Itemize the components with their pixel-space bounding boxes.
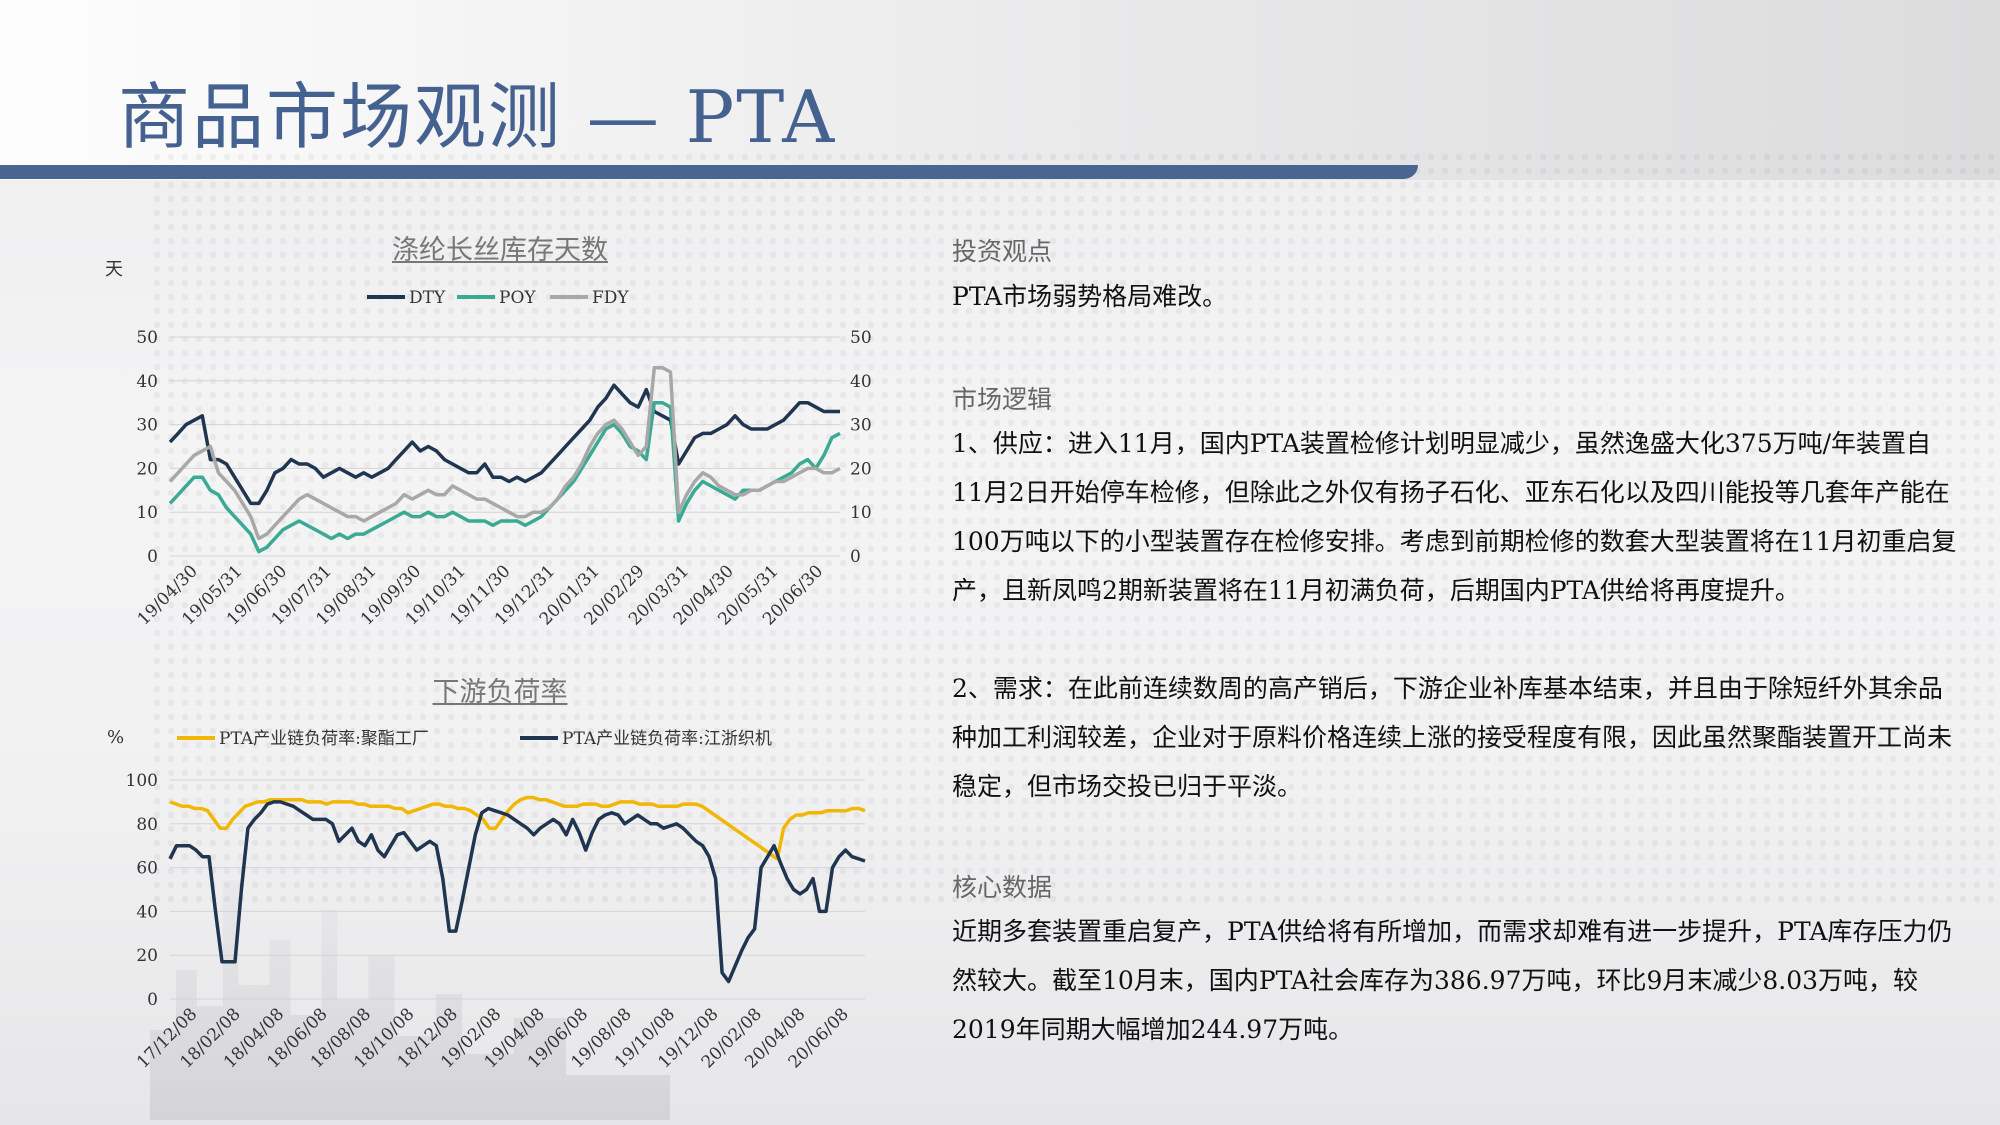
y-unit-label: 天 — [105, 259, 123, 280]
series-line-1 — [168, 800, 866, 984]
series-line-0 — [168, 383, 840, 506]
y-tick-label: 60 — [136, 859, 158, 879]
chart2-downstream-load: %02040608010017/12/0818/02/0818/04/0818/… — [107, 727, 866, 1073]
legend-label-2: FDY — [592, 288, 629, 308]
series-line-1 — [168, 400, 841, 554]
page-title: 商品市场观测 — PTA — [118, 75, 837, 159]
y-tick-label: 20 — [136, 946, 158, 966]
y-tick-label: 0 — [147, 990, 158, 1010]
y-tick-label-right: 10 — [850, 503, 872, 523]
legend-label-1: PTA产业链负荷率:江浙织机 — [562, 729, 772, 749]
y-tick-label-right: 20 — [850, 459, 872, 479]
y-tick-label: 80 — [136, 815, 158, 835]
para-core-data: 近期多套装置重启复产，PTA供给将有所增加，而需求却难有进一步提升，PTA库存压… — [952, 917, 1953, 1044]
series-line-2 — [168, 365, 841, 541]
y-tick-label: 30 — [136, 416, 158, 436]
y-tick-label: 40 — [136, 372, 158, 392]
title-underline-bar — [0, 165, 1418, 179]
y-tick-label: 40 — [136, 902, 158, 922]
y-tick-label: 100 — [126, 771, 158, 791]
chart2-title: 下游负荷率 — [432, 677, 568, 708]
heading-investment-view: 投资观点 — [952, 237, 1053, 266]
y-tick-label: 10 — [136, 503, 158, 523]
title-banner — [0, 0, 2000, 180]
y-unit-label: % — [107, 727, 124, 748]
series-line-0 — [169, 795, 866, 861]
y-tick-label-right: 0 — [850, 547, 861, 567]
heading-core-data: 核心数据 — [952, 873, 1053, 902]
y-tick-label: 20 — [136, 459, 158, 479]
y-tick-label: 50 — [136, 328, 158, 348]
para-demand: 2、需求：在此前连续数周的高产销后，下游企业补库基本结束，并且由于除短纤外其余品… — [952, 674, 1953, 801]
y-tick-label: 0 — [147, 547, 158, 567]
legend-label-1: POY — [499, 288, 536, 308]
para-supply: 1、供应：进入11月，国内PTA装置检修计划明显减少，虽然逸盛大化375万吨/年… — [952, 429, 1957, 605]
y-tick-label-right: 50 — [850, 328, 872, 348]
legend-label-0: PTA产业链负荷率:聚酯工厂 — [219, 729, 429, 749]
heading-market-logic: 市场逻辑 — [952, 385, 1053, 414]
y-tick-label-right: 30 — [850, 416, 872, 436]
legend-label-0: DTY — [409, 288, 446, 308]
para-investment-view: PTA市场弱势格局难改。 — [952, 282, 1228, 311]
chart1-title: 涤纶长丝库存天数 — [392, 235, 608, 266]
y-tick-label-right: 40 — [850, 372, 872, 392]
